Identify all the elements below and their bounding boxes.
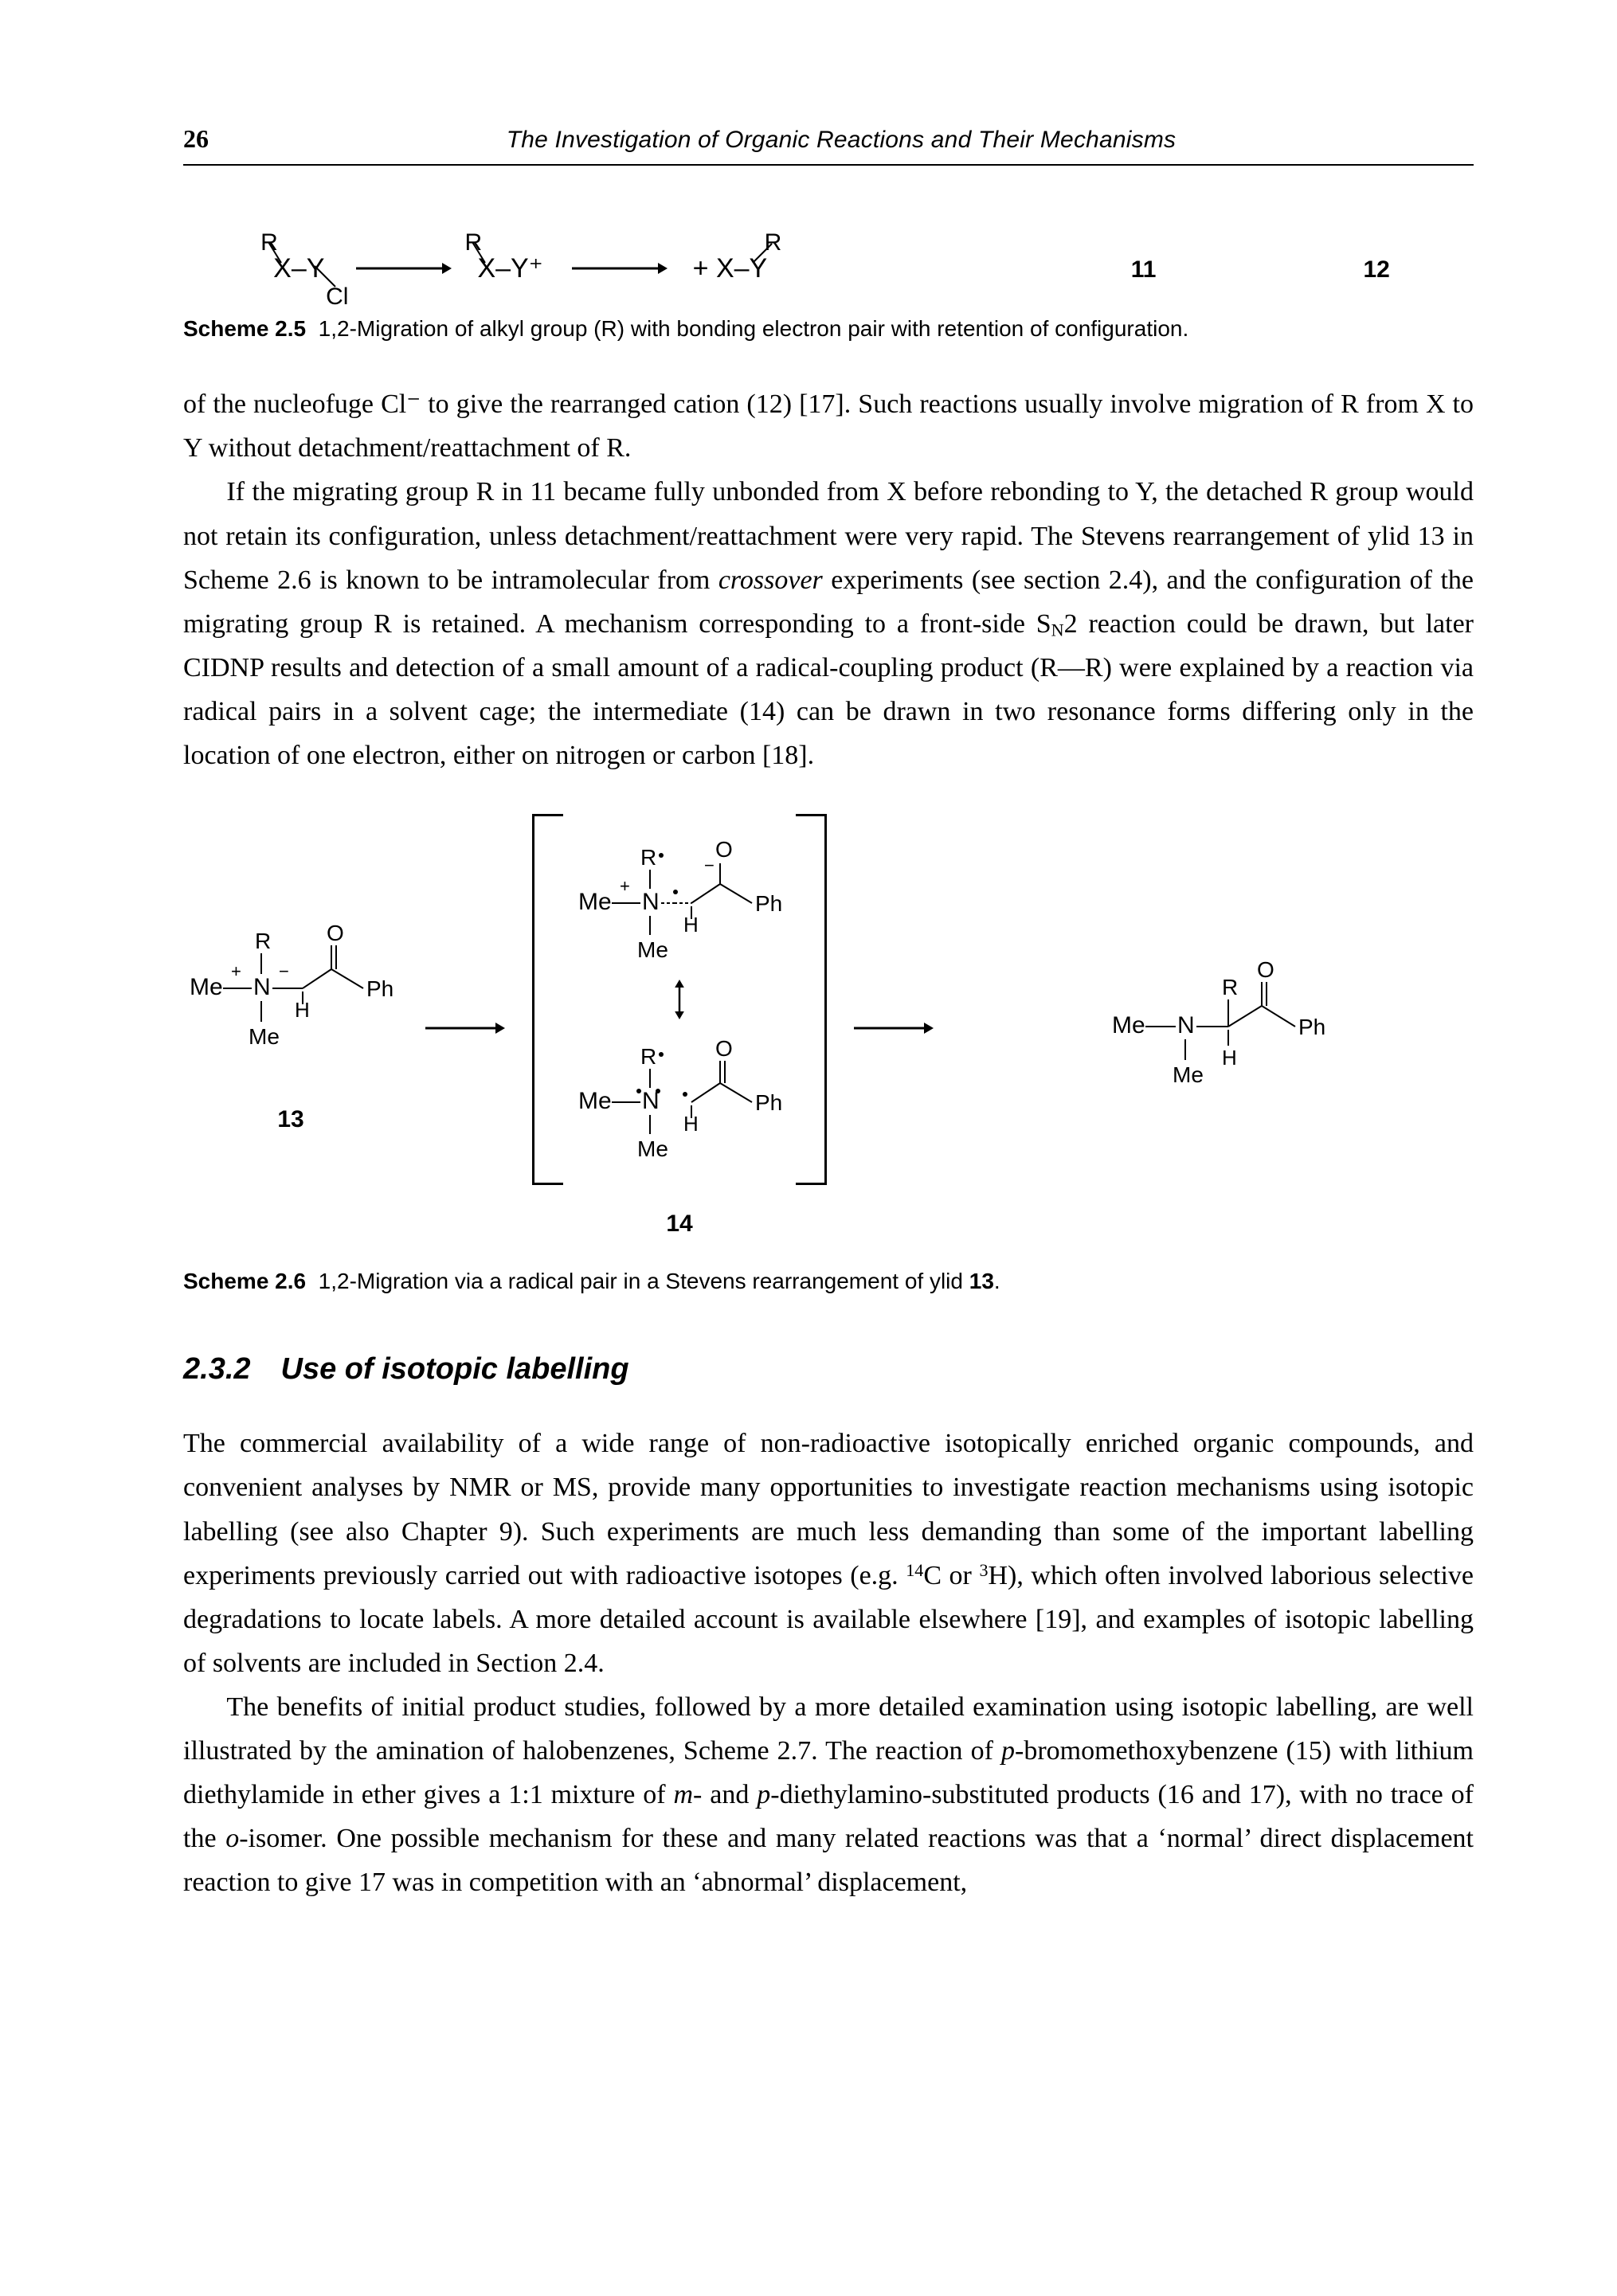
- svg-text:N: N: [1177, 1012, 1195, 1038]
- svg-text:−: −: [279, 961, 289, 981]
- arrow-4-icon: [854, 1019, 934, 1037]
- svg-text:Me: Me: [637, 1136, 668, 1161]
- svg-text:N: N: [642, 889, 660, 915]
- paragraph-2: If the migrating group R in 11 became fu…: [183, 470, 1474, 777]
- label-11: 11: [1131, 252, 1157, 289]
- scheme-2-6-caption: Scheme 2.6 1,2-Migration via a radical p…: [183, 1265, 1474, 1298]
- svg-text:Me: Me: [578, 889, 612, 915]
- body-text-2: The commercial availability of a wide ra…: [183, 1422, 1474, 1904]
- p4-o: o: [225, 1824, 239, 1853]
- label-12: 12: [1363, 252, 1389, 289]
- p4-m: m: [673, 1780, 693, 1809]
- bracketed-intermediate: Me + N R Me: [532, 814, 827, 1185]
- section-number: 2.3.2: [183, 1352, 251, 1386]
- frag3-bond-line: [745, 234, 785, 274]
- scheme-2-6-label: Scheme 2.6: [183, 1269, 306, 1293]
- frag2-bond-line: [463, 234, 511, 274]
- paragraph-1: of the nucleofuge Cl⁻ to give the rearra…: [183, 382, 1474, 470]
- svg-text:O: O: [715, 1036, 733, 1061]
- arrow-1-icon: [356, 260, 452, 277]
- svg-text:O: O: [715, 837, 733, 862]
- svg-text:Me: Me: [190, 974, 223, 1000]
- p4-c: - and: [693, 1780, 757, 1809]
- running-header: 26 The Investigation of Organic Reaction…: [183, 119, 1474, 166]
- scheme-2-6-row: Me + N R Me − O Ph H: [183, 814, 1474, 1243]
- page-number: 26: [183, 119, 209, 159]
- fragment-3: + X–Y R: [687, 255, 774, 282]
- left-bracket-icon: [532, 814, 563, 1185]
- p2-crossover: crossover: [718, 565, 823, 595]
- resonance-top-icon: Me + N R Me: [572, 836, 787, 964]
- label-14: 14: [666, 1206, 692, 1243]
- svg-text:H: H: [1222, 1046, 1237, 1070]
- p4-p2: p: [757, 1780, 770, 1809]
- p2-N-sub: N: [1051, 620, 1064, 640]
- fragment-2: R X–Y⁺: [471, 255, 552, 282]
- scheme-2-6-figure: Me + N R Me − O Ph H: [183, 814, 1474, 1243]
- resonance-arrow-icon: [671, 980, 688, 1019]
- arrow-2-icon: [572, 260, 668, 277]
- body-text: of the nucleofuge Cl⁻ to give the rearra…: [183, 382, 1474, 777]
- resonance-bottom-icon: Me N R Me: [572, 1035, 787, 1163]
- scheme-2-5-label: Scheme 2.5: [183, 316, 306, 341]
- svg-text:O: O: [1257, 957, 1274, 982]
- svg-text:Me: Me: [249, 1024, 280, 1049]
- fragment-1: R X–Y Cl: [267, 255, 337, 282]
- molecule-13-icon: Me + N R Me − O Ph H: [183, 918, 398, 1054]
- right-bracket-icon: [796, 814, 827, 1185]
- scheme-2-6-caption-13: 13: [969, 1269, 994, 1293]
- intermediate-14-block: Me + N R Me: [532, 814, 827, 1243]
- svg-text:Ph: Ph: [755, 1090, 782, 1115]
- label-13: 13: [277, 1101, 303, 1139]
- ylid-13-block: Me + N R Me − O Ph H: [183, 918, 398, 1139]
- scheme-2-5-caption: Scheme 2.5 1,2-Migration of alkyl group …: [183, 312, 1474, 346]
- svg-text:O: O: [327, 921, 344, 945]
- svg-text:Me: Me: [1112, 1012, 1145, 1038]
- scheme-2-5-formula: R X–Y Cl R X–Y⁺ +: [267, 255, 773, 282]
- p4-p1: p: [1001, 1736, 1015, 1766]
- svg-text:Ph: Ph: [366, 976, 393, 1001]
- scheme-2-5-compound-labels: 11 12: [781, 252, 1390, 289]
- section-2-3-2-heading: 2.3.2 Use of isotopic labelling: [183, 1346, 1474, 1393]
- svg-text:−: −: [704, 855, 715, 875]
- svg-text:Me: Me: [578, 1088, 612, 1114]
- svg-text:Me: Me: [637, 937, 668, 962]
- p3-3: 3: [979, 1560, 988, 1580]
- section-title: Use of isotopic labelling: [281, 1352, 629, 1386]
- paragraph-4: The benefits of initial product studies,…: [183, 1685, 1474, 1904]
- paragraph-3: The commercial availability of a wide ra…: [183, 1422, 1474, 1684]
- svg-text:Ph: Ph: [1298, 1015, 1325, 1039]
- svg-text:R: R: [640, 845, 656, 870]
- scheme-2-6-caption-text: 1,2-Migration via a radical pair in a St…: [319, 1269, 969, 1293]
- frag1-bond-lines: [259, 234, 354, 295]
- arrow-3-icon: [425, 1019, 505, 1037]
- svg-text:+: +: [231, 961, 241, 981]
- scheme-2-5-figure: R X–Y Cl R X–Y⁺ +: [183, 213, 1474, 291]
- product-molecule-icon: Me N Me R H O Ph: [1106, 956, 1329, 1100]
- scheme-2-5-caption-text: 1,2-Migration of alkyl group (R) with bo…: [319, 316, 1189, 341]
- svg-text:Me: Me: [1173, 1062, 1204, 1087]
- svg-text:R: R: [640, 1044, 656, 1069]
- running-title: The Investigation of Organic Reactions a…: [209, 122, 1474, 159]
- svg-text:R: R: [1222, 975, 1238, 999]
- svg-text:N: N: [253, 974, 271, 1000]
- svg-text:+: +: [620, 876, 630, 896]
- svg-text:Ph: Ph: [755, 891, 782, 916]
- p3-14: 14: [906, 1560, 923, 1580]
- p4-e: -isomer. One possible mechanism for thes…: [183, 1824, 1474, 1897]
- p3-b: C or: [923, 1561, 979, 1590]
- svg-text:R: R: [255, 929, 271, 953]
- scheme-2-6-caption-period: .: [994, 1269, 1000, 1293]
